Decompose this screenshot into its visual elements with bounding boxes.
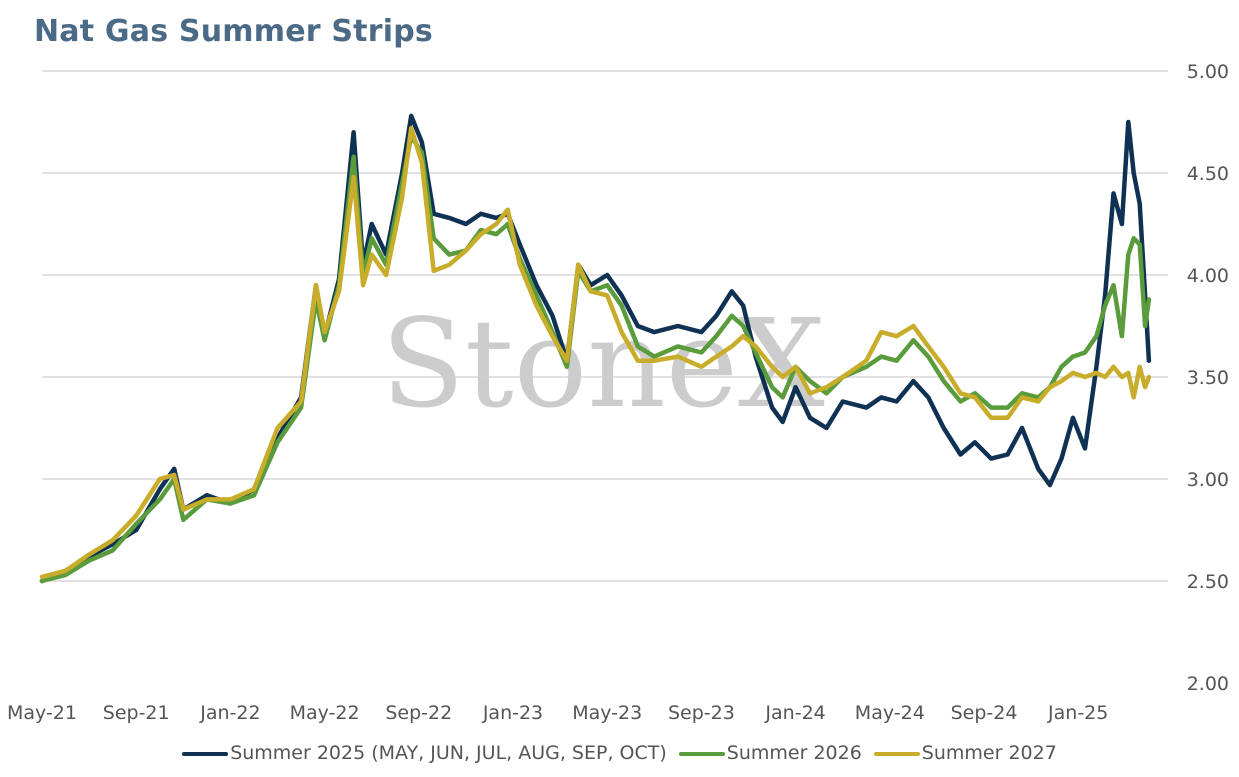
- x-tick-label: Sep-22: [385, 702, 452, 724]
- x-tick-label: Jan-25: [1047, 702, 1108, 724]
- legend-item-1: Summer 2026: [678, 742, 862, 764]
- x-tick-label: Sep-21: [103, 702, 170, 724]
- x-tick-label: May-23: [572, 702, 642, 724]
- x-tick-label: Jan-22: [199, 702, 260, 724]
- y-tick-label: 2.00: [1187, 673, 1229, 695]
- watermark-logo: StoneX: [381, 293, 825, 435]
- x-tick-label: May-24: [855, 702, 925, 724]
- series-line-2: [39, 125, 1152, 580]
- y-tick-label: 4.00: [1187, 265, 1229, 287]
- chart-title: Nat Gas Summer Strips: [34, 14, 433, 49]
- x-tick-label: Jan-24: [764, 702, 825, 724]
- legend-swatch: [873, 751, 920, 756]
- y-tick-label: 3.50: [1187, 367, 1229, 389]
- y-tick-label: 3.00: [1187, 469, 1229, 491]
- legend-swatch: [182, 751, 229, 756]
- legend-swatch: [678, 751, 725, 756]
- legend-item-2: Summer 2027: [873, 742, 1057, 764]
- y-tick-label: 4.50: [1187, 163, 1229, 185]
- legend: Summer 2025 (MAY, JUN, JUL, AUG, SEP, OC…: [0, 742, 1239, 764]
- x-tick-label: Sep-24: [951, 702, 1018, 724]
- legend-label: Summer 2025 (MAY, JUN, JUL, AUG, SEP, OC…: [230, 742, 667, 764]
- y-tick-label: 2.50: [1187, 571, 1229, 593]
- x-tick-label: Sep-23: [668, 702, 735, 724]
- x-tick-label: May-22: [290, 702, 360, 724]
- legend-label: Summer 2027: [921, 742, 1057, 764]
- legend-item-0: Summer 2025 (MAY, JUN, JUL, AUG, SEP, OC…: [182, 742, 667, 764]
- x-tick-label: Jan-23: [482, 702, 543, 724]
- y-tick-label: 5.00: [1187, 61, 1229, 83]
- legend-label: Summer 2026: [726, 742, 862, 764]
- x-tick-label: May-21: [7, 702, 77, 724]
